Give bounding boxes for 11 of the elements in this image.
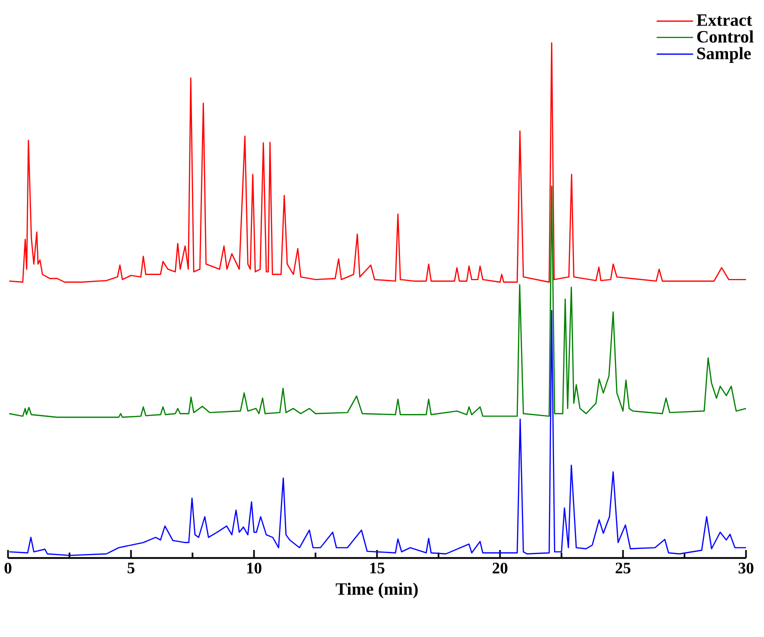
x-tick-label: 20: [492, 562, 508, 574]
legend-label: Sample: [697, 47, 751, 63]
x-tick-label: 10: [247, 562, 262, 574]
legend-label: Control: [697, 30, 754, 43]
x-tick-label: 5: [128, 562, 134, 574]
x-axis-title: Time (min): [336, 582, 418, 598]
x-tick-label: 30: [738, 562, 754, 574]
x-tick-label: 25: [616, 562, 630, 574]
x-tick-label: 15: [370, 562, 384, 574]
legend-label: Extract: [696, 14, 752, 26]
x-tick-label: 0: [4, 562, 12, 574]
